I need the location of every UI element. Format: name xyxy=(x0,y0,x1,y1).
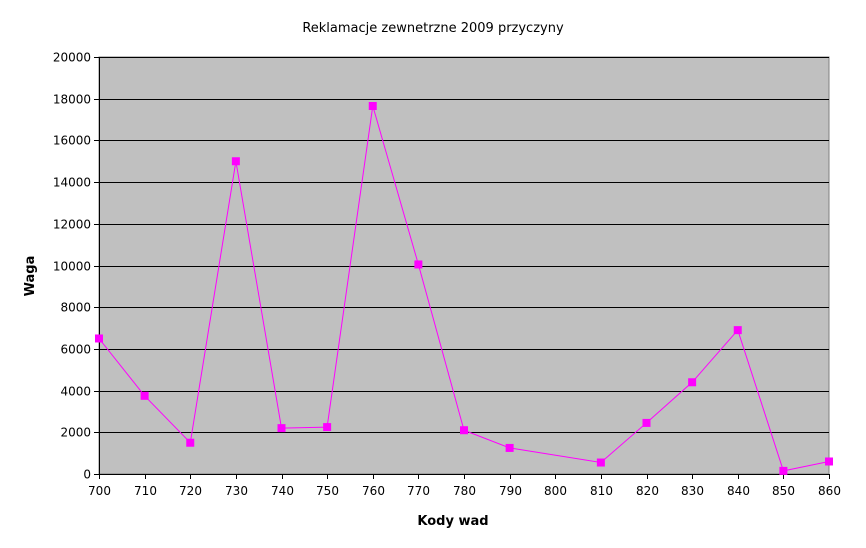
y-tick-label: 4000 xyxy=(60,385,91,399)
data-point xyxy=(505,443,514,452)
y-tick-label: 16000 xyxy=(53,134,91,148)
x-tick-label: 810 xyxy=(590,484,613,498)
x-tick-label: 820 xyxy=(636,484,659,498)
x-tick-label: 850 xyxy=(772,484,795,498)
series-line xyxy=(98,105,830,472)
x-axis-ticks: 700 710 720 730 740 750 760 770 780 790 800 810 820 8… xyxy=(88,474,841,498)
data-point xyxy=(186,438,195,447)
data-point xyxy=(825,457,833,466)
y-tick-label: 20000 xyxy=(53,51,91,65)
x-tick-label: 710 xyxy=(134,484,157,498)
x-tick-label: 840 xyxy=(727,484,750,498)
data-point xyxy=(323,423,332,432)
data-point xyxy=(596,458,605,467)
y-tick-label: 14000 xyxy=(53,176,91,190)
plot-area xyxy=(98,56,830,475)
data-point xyxy=(368,101,377,110)
chart-title: Reklamacje zewnetrzne 2009 przyczyny xyxy=(302,21,564,36)
y-tick-label: 8000 xyxy=(60,301,91,315)
y-axis-label: Waga xyxy=(23,256,38,297)
data-point xyxy=(688,378,697,387)
x-tick-label: 760 xyxy=(362,484,385,498)
data-point xyxy=(414,260,423,269)
x-tick-label: 800 xyxy=(544,484,567,498)
data-point xyxy=(95,334,103,343)
data-point xyxy=(779,466,788,475)
y-tick-label: 0 xyxy=(83,468,91,482)
x-tick-label: 860 xyxy=(818,484,841,498)
y-tick-label: 10000 xyxy=(53,260,91,274)
x-tick-label: 830 xyxy=(681,484,704,498)
x-tick-label: 770 xyxy=(407,484,430,498)
data-point xyxy=(277,424,286,433)
y-axis-ticks: 0 2000 4000 6000 8000 10000 12000 14000 16000 180… xyxy=(53,51,99,482)
y-tick-label: 12000 xyxy=(53,218,91,232)
data-point xyxy=(140,391,149,400)
y-tick-label: 2000 xyxy=(60,426,91,440)
x-tick-label: 790 xyxy=(499,484,522,498)
series-layer xyxy=(95,101,833,475)
data-point xyxy=(231,157,240,166)
x-tick-label: 780 xyxy=(453,484,476,498)
y-tick-label: 18000 xyxy=(53,93,91,107)
x-tick-label: 700 xyxy=(88,484,111,498)
x-tick-label: 740 xyxy=(271,484,294,498)
data-point xyxy=(733,326,742,335)
gridlines xyxy=(99,57,829,433)
y-tick-label: 6000 xyxy=(60,343,91,357)
data-point xyxy=(460,426,468,435)
x-tick-label: 720 xyxy=(179,484,202,498)
x-tick-label: 730 xyxy=(225,484,248,498)
x-tick-label: 750 xyxy=(316,484,339,498)
x-axis-label: Kody wad xyxy=(417,514,488,529)
data-point xyxy=(642,418,651,427)
